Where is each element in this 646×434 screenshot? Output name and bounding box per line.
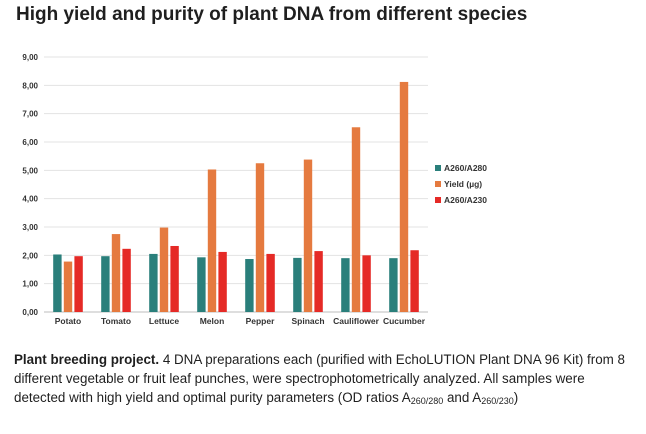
chart-bars [53,81,419,313]
x-tick-label: Pepper [246,316,276,326]
bar-a260-a280-tomato [101,256,110,312]
caption-text: 4 DNA preparations each (purified with E… [14,352,625,405]
bar-a260-a230-cauliflower [362,255,371,312]
y-tick-label: 8,00 [22,81,38,90]
bar-a260-a230-spinach [314,251,323,312]
x-axis: Potato Tomato Lettuce Melon Pepper Spinach Cau… [55,316,426,326]
page-title: High yield and purity of plant DNA from … [16,4,528,25]
caption-and: and A [443,390,482,405]
y-tick-label: 0,00 [22,308,38,317]
bar-a260-a280-lettuce [149,253,158,312]
legend-swatch [435,181,441,187]
x-tick-label: Melon [200,316,225,326]
y-tick-label: 5,00 [22,166,38,175]
caption-subscript-230: 260/230 [481,396,514,406]
legend-label: A260/A280 [444,163,487,173]
bar-yield-g--pepper [255,163,265,312]
legend-swatch [435,197,441,203]
y-tick-label: 9,00 [22,53,38,62]
bar-yield-g--cauliflower [351,127,361,313]
x-tick-label: Tomato [101,316,131,326]
x-tick-label: Cauliflower [333,316,380,326]
bar-a260-a230-lettuce [170,245,179,312]
x-tick-label: Spinach [291,316,324,326]
y-tick-label: 3,00 [22,223,38,232]
bar-a260-a280-cucumber [389,258,398,312]
y-tick-label: 1,00 [22,280,38,289]
bar-a260-a280-cauliflower [341,258,350,312]
bar-a260-a230-cucumber [410,250,419,312]
bar-a260-a280-melon [197,257,206,312]
x-tick-label: Lettuce [149,316,180,326]
chart-svg: 0,00 1,00 2,00 3,00 4,00 5,00 6,00 7,00 8,00 9,00… [22,53,487,326]
y-tick-label: 4,00 [22,195,38,204]
y-tick-label: 2,00 [22,251,38,260]
x-tick-label: Cucumber [383,316,426,326]
bar-a260-a230-pepper [266,253,275,312]
figure-caption: Plant breeding project. 4 DNA preparatio… [14,350,636,409]
bar-a260-a280-potato [53,254,62,312]
legend-label: Yield (µg) [444,179,482,189]
bar-a260-a280-spinach [293,257,302,312]
caption-end: ) [513,390,519,405]
chart-legend: A260/A280 Yield (µg) A260/A230 [435,163,487,205]
y-axis: 0,00 1,00 2,00 3,00 4,00 5,00 6,00 7,00 8,00 9,00 [22,53,38,317]
bar-yield-g--tomato [111,234,121,312]
x-tick-label: Potato [55,316,81,326]
caption-subscript-280: 260/280 [410,396,444,406]
y-tick-label: 6,00 [22,138,38,147]
legend-swatch [435,165,441,171]
bar-yield-g--spinach [303,159,313,312]
bar-yield-g--lettuce [159,227,169,312]
y-tick-label: 7,00 [22,110,38,119]
bar-yield-g--cucumber [399,81,409,312]
bar-yield-g--melon [207,169,217,312]
bar-a260-a280-pepper [245,259,254,312]
bar-a260-a230-tomato [122,248,131,312]
bar-yield-g--potato [63,261,73,312]
legend-label: A260/A230 [444,195,487,205]
bar-a260-a230-melon [218,251,227,312]
bar-chart: 0,00 1,00 2,00 3,00 4,00 5,00 6,00 7,00 8,00 9,00… [8,42,634,338]
bar-a260-a230-potato [74,256,83,312]
caption-lead: Plant breeding project. [14,352,160,367]
